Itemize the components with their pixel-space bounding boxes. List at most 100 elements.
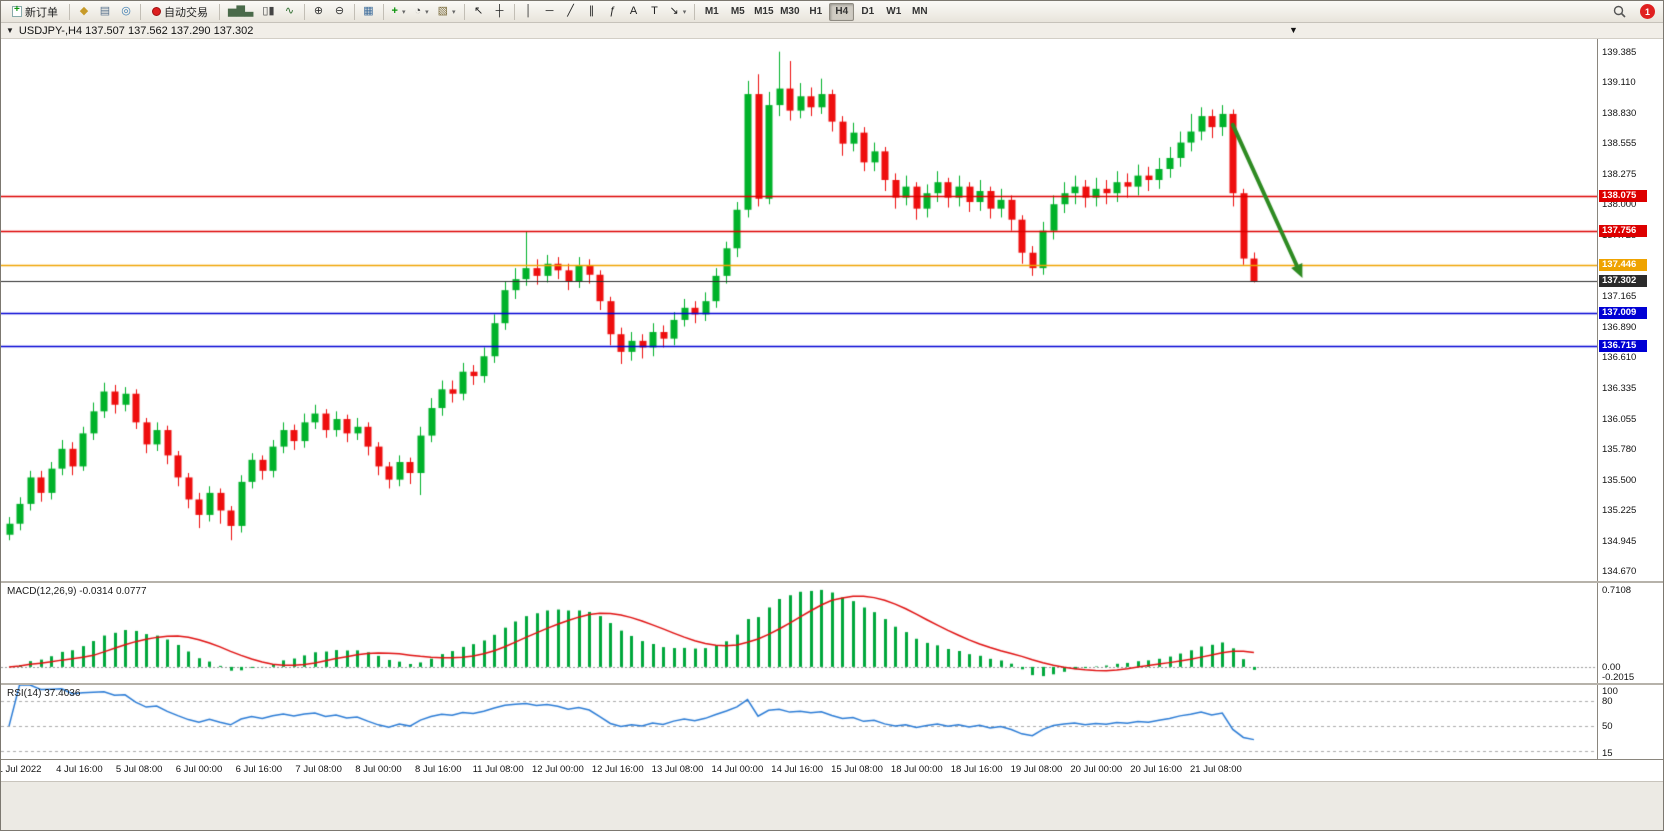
- tile-windows-button[interactable]: ▦: [359, 3, 379, 21]
- cursor-button[interactable]: ↖: [469, 3, 489, 21]
- time-axis-label: 13 Jul 08:00: [651, 764, 704, 775]
- price-axis-label: 138.000: [1602, 199, 1637, 211]
- periods-button[interactable]: ◔ ▾: [410, 3, 432, 21]
- notification-badge[interactable]: 1: [1640, 4, 1655, 19]
- arrows-button[interactable]: ↘ ▾: [666, 3, 691, 21]
- price-axis-label: 138.275: [1602, 168, 1637, 180]
- navigator-button[interactable]: ◎: [116, 3, 136, 21]
- crosshair-button[interactable]: ┼: [490, 3, 510, 21]
- tile-windows-icon: ▦: [363, 5, 374, 17]
- time-axis-label: 8 Jul 00:00: [355, 764, 402, 775]
- panel-splitter[interactable]: [1, 581, 1663, 583]
- time-axis-label: 18 Jul 16:00: [950, 764, 1003, 775]
- time-axis-label: 21 Jul 08:00: [1190, 764, 1242, 775]
- text-button[interactable]: A: [624, 3, 644, 21]
- navigator-icon: ◎: [121, 5, 131, 17]
- trendline-button[interactable]: ╱: [561, 3, 581, 21]
- time-axis-label: 20 Jul 16:00: [1130, 764, 1182, 775]
- timeframe-button-m5[interactable]: M5: [725, 3, 750, 21]
- channel-button[interactable]: ∥: [582, 3, 602, 21]
- search-icon[interactable]: [1605, 2, 1633, 22]
- price-axis-label: 135.500: [1602, 474, 1637, 486]
- channel-icon: ∥: [588, 5, 595, 17]
- time-axis-label: 19 Jul 08:00: [1010, 764, 1063, 775]
- time-axis-label: 5 Jul 08:00: [115, 764, 163, 775]
- line-chart-button[interactable]: ∿: [280, 3, 300, 21]
- zoom-out-icon: ⊖: [334, 5, 345, 17]
- price-axis-label: 137.165: [1602, 291, 1637, 303]
- zoom-out-button[interactable]: ⊖: [330, 3, 350, 21]
- autotrading-stopped-icon: [152, 7, 161, 16]
- indicators-button[interactable]: + ▾: [388, 3, 410, 21]
- dropdown-caret-icon: ▾: [452, 8, 456, 16]
- price-axis: 139.385 139.110 138.830 138.555 138.275 138.0…: [1597, 39, 1663, 759]
- metaeditor-button[interactable]: ◆: [74, 3, 94, 21]
- market-watch-icon: ▤: [99, 5, 111, 17]
- toolbar-separator: [69, 3, 70, 20]
- price-axis-label: 134.670: [1602, 566, 1637, 578]
- toolbar-separator: [140, 3, 141, 20]
- indicators-icon: +: [391, 5, 398, 17]
- time-axis-label: 20 Jul 00:00: [1070, 764, 1123, 775]
- macd-value: -0.0314: [79, 586, 114, 597]
- time-axis-label: 12 Jul 00:00: [532, 764, 584, 775]
- rsi-canvas[interactable]: [1, 685, 1597, 759]
- one-click-trading-arrow-icon[interactable]: ▼: [1289, 25, 1298, 35]
- horizontal-line-button[interactable]: ─: [540, 3, 560, 21]
- fibonacci-button[interactable]: ƒ: [603, 3, 623, 21]
- price-axis-label: 135.780: [1602, 443, 1637, 455]
- cursor-icon: ↖: [473, 5, 484, 17]
- zoom-in-icon: ⊕: [313, 5, 324, 17]
- price-axis-label: 134.945: [1602, 535, 1637, 547]
- rsi-value: 37.4036: [44, 688, 81, 699]
- candlestick-chart-button[interactable]: ▯▮: [258, 3, 278, 21]
- panel-splitter[interactable]: [1, 683, 1663, 685]
- price-line-badge: 137.302: [1599, 275, 1647, 288]
- market-watch-button[interactable]: ▤: [95, 3, 115, 21]
- toolbar-separator: [382, 3, 384, 20]
- horizontal-line-icon: ─: [545, 5, 554, 17]
- text-icon: A: [629, 5, 638, 17]
- timeframe-button-m15[interactable]: M15: [751, 3, 776, 21]
- timeframe-button-d1[interactable]: D1: [855, 3, 880, 21]
- price-axis-label: 136.890: [1602, 321, 1637, 333]
- main-chart-canvas[interactable]: [1, 39, 1597, 581]
- chart-menu-icon[interactable]: ▼: [6, 26, 14, 35]
- time-axis[interactable]: 1 Jul 2022 4 Jul 16:00 5 Jul 08:00 6 Jul 00…: [1, 759, 1663, 781]
- macd-canvas[interactable]: [1, 583, 1597, 683]
- timeframe-button-m1[interactable]: M1: [699, 3, 724, 21]
- fibonacci-icon: ƒ: [609, 5, 616, 17]
- time-axis-label: 15 Jul 08:00: [831, 764, 883, 775]
- tool-icon-group: ▅▇▃ ▯▮ ∿ ⊕ ⊖ ▦ + ▾ ◔ ▾ ▧ ▾ ↖ ┼ │ ─ ╱ ∥ ƒ A T ↘ ▾: [224, 3, 698, 21]
- new-order-button[interactable]: 新订单: [5, 3, 65, 21]
- indicator-axis-label: 15: [1602, 748, 1613, 759]
- indicator-axis-label: 0.7108: [1602, 585, 1632, 596]
- toolbar-separator: [353, 3, 355, 20]
- price-axis-label: 139.110: [1602, 76, 1636, 88]
- timeframe-button-w1[interactable]: W1: [881, 3, 906, 21]
- price-axis-label: 139.385: [1602, 46, 1637, 58]
- crosshair-icon: ┼: [495, 5, 504, 17]
- line-chart-icon: ∿: [284, 5, 295, 17]
- price-line-badge: 137.756: [1599, 225, 1647, 238]
- timeframe-button-m30[interactable]: M30: [777, 3, 802, 21]
- templates-button[interactable]: ▧ ▾: [434, 3, 460, 21]
- metaeditor-icon: ◆: [79, 5, 89, 17]
- timeframe-button-mn[interactable]: MN: [907, 3, 932, 21]
- indicator-axis-label: 50: [1602, 721, 1613, 733]
- price-axis-label: 136.055: [1602, 413, 1637, 425]
- timeframe-button-h4[interactable]: H4: [829, 2, 855, 21]
- zoom-in-button[interactable]: ⊕: [309, 3, 329, 21]
- vertical-line-button[interactable]: │: [519, 3, 539, 21]
- periods-icon: ◔: [414, 5, 422, 17]
- bar-chart-button[interactable]: ▅▇▃: [224, 3, 257, 21]
- price-axis-label: 136.335: [1602, 382, 1637, 394]
- autotrading-button[interactable]: 自动交易: [145, 3, 215, 21]
- chart-title: USDJPY-,H4 137.507 137.562 137.290 137.3…: [18, 24, 254, 37]
- timeframe-button-h1[interactable]: H1: [803, 3, 828, 21]
- main-toolbar: 新订单 ◆▤◎ 自动交易 ▅▇▃▯▮∿⊕⊖▦+▾◔▾▧▾↖┼│─╱∥ƒAT↘▾ …: [1, 1, 1663, 23]
- price-axis-label: 138.830: [1602, 107, 1637, 119]
- candlestick-chart-icon: ▯▮: [262, 5, 275, 17]
- label-button[interactable]: T: [645, 3, 665, 21]
